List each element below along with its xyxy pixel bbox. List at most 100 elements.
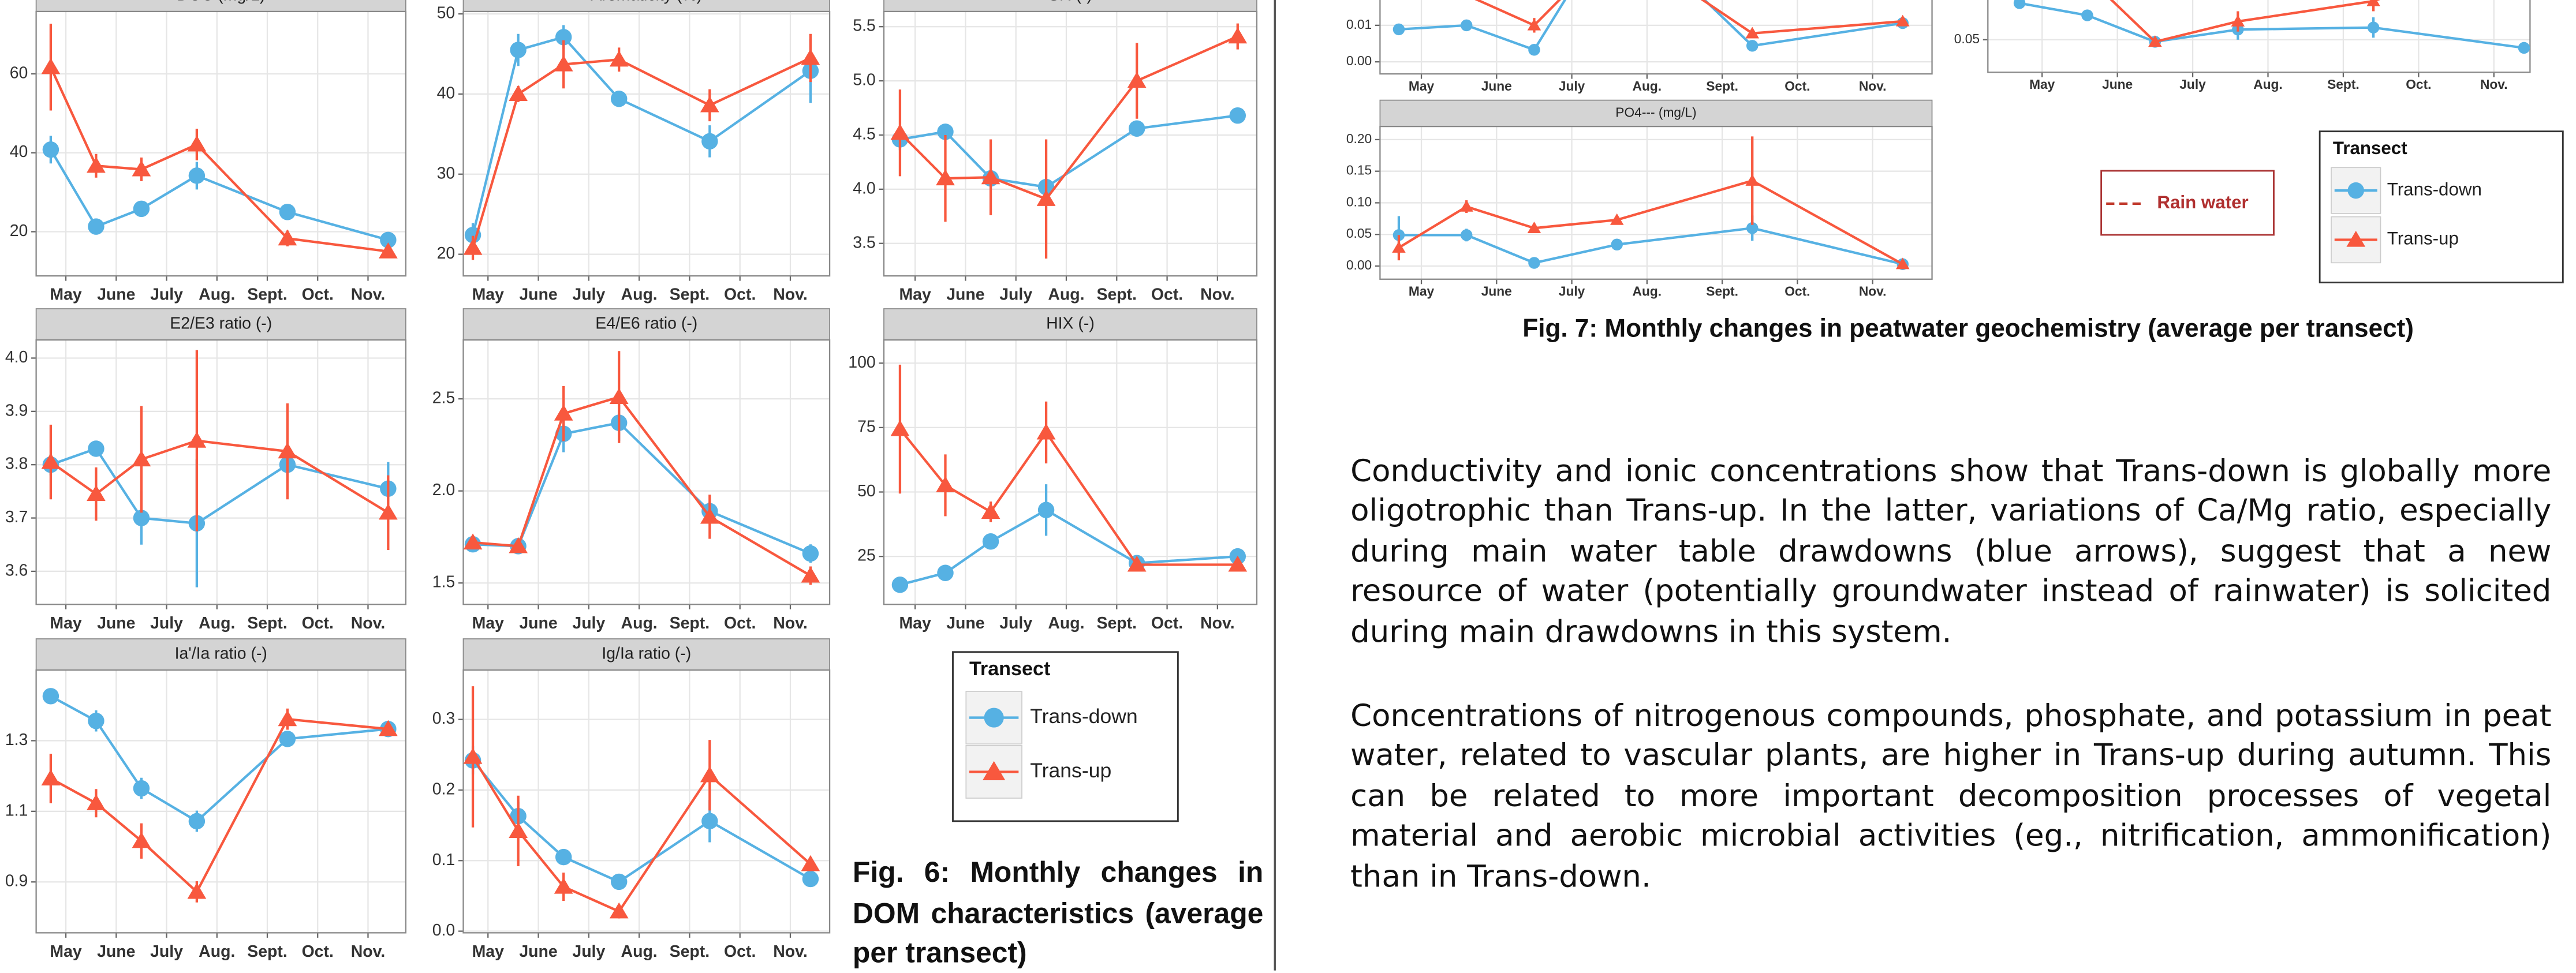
point xyxy=(1528,44,1540,55)
x-tick-label: Nov. xyxy=(1859,284,1887,299)
y-tick-label: 1.5 xyxy=(432,573,456,592)
x-tick-label: Nov. xyxy=(1200,286,1235,304)
x-tick-label: Oct. xyxy=(302,942,334,961)
x-tick-label: Oct. xyxy=(724,286,756,304)
x-tick-label: May xyxy=(50,942,82,961)
point xyxy=(1230,107,1246,124)
point xyxy=(279,204,296,220)
x-tick-label: May xyxy=(50,614,82,633)
y-tick-label: 0.10 xyxy=(1346,194,1372,209)
x-tick-label: June xyxy=(519,942,557,961)
x-tick-label: Aug. xyxy=(1048,286,1084,304)
legend-title: Transect xyxy=(2333,138,2407,158)
x-tick-label: Sept. xyxy=(1706,78,1738,93)
x-tick-label: June xyxy=(946,614,984,633)
point xyxy=(983,533,999,549)
x-tick-label: May xyxy=(2029,77,2055,92)
x-tick-label: Nov. xyxy=(773,286,808,304)
x-tick-label: May xyxy=(1409,284,1435,299)
figure-caption: Fig. 6: Monthly changes in DOM character… xyxy=(853,852,1263,973)
point xyxy=(892,577,908,593)
panel-title: Ig/Ia ratio (-) xyxy=(602,645,691,663)
x-tick-label: Nov. xyxy=(2480,77,2508,92)
x-tick-label: May xyxy=(472,614,505,633)
x-tick-label: Aug. xyxy=(199,614,235,633)
x-tick-label: Oct. xyxy=(1784,284,1810,299)
x-tick-label: Oct. xyxy=(724,614,756,633)
panel-title: PO4--- (mg/L) xyxy=(1615,104,1696,119)
panel-title: Ia'/Ia ratio (-) xyxy=(175,645,267,663)
y-tick-label: 3.9 xyxy=(5,401,28,420)
x-tick-label: Aug. xyxy=(621,614,658,633)
y-tick-label: 0.05 xyxy=(1346,226,1372,241)
x-tick-label: July xyxy=(150,286,183,304)
x-tick-label: Nov. xyxy=(773,942,808,961)
x-tick-label: Nov. xyxy=(351,614,386,633)
plot-area xyxy=(1380,0,1932,74)
point xyxy=(1461,20,1472,31)
y-tick-label: 1.1 xyxy=(5,801,28,819)
x-tick-label: Sept. xyxy=(247,614,288,633)
point xyxy=(701,813,718,829)
plot-area xyxy=(36,340,406,604)
point xyxy=(43,688,59,704)
y-tick-label: 5.0 xyxy=(853,71,876,89)
y-tick-label: 0.15 xyxy=(1346,163,1372,178)
x-tick-label: Nov. xyxy=(351,942,386,961)
point xyxy=(88,440,104,456)
y-tick-label: 2.5 xyxy=(432,389,456,407)
x-tick-label: July xyxy=(1559,284,1585,299)
y-tick-label: 20 xyxy=(437,244,456,263)
x-tick-label: July xyxy=(2179,77,2206,92)
x-tick-label: Oct. xyxy=(302,286,334,304)
point xyxy=(1038,502,1054,518)
point xyxy=(611,91,627,107)
point xyxy=(802,871,819,887)
point xyxy=(133,201,150,217)
panel-title: E4/E6 ratio (-) xyxy=(595,315,697,333)
x-tick-label: June xyxy=(519,286,557,304)
y-tick-label: 0.9 xyxy=(5,872,28,890)
x-tick-label: May xyxy=(472,286,505,304)
x-tick-label: Sept. xyxy=(247,942,288,961)
x-tick-label: July xyxy=(999,614,1032,633)
y-tick-label: 0.01 xyxy=(1346,17,1372,32)
y-tick-label: 0.20 xyxy=(1346,131,1372,146)
legend-label: Trans-up xyxy=(2387,229,2459,249)
x-tick-label: July xyxy=(150,942,183,961)
x-tick-label: Aug. xyxy=(1633,284,1662,299)
point xyxy=(802,545,819,562)
legend-label: Trans-up xyxy=(1030,759,1111,782)
x-tick-label: Oct. xyxy=(302,614,334,633)
point xyxy=(2368,21,2379,33)
legend-label: Trans-down xyxy=(1030,705,1137,728)
point xyxy=(1393,24,1405,35)
y-tick-label: 4.0 xyxy=(5,348,28,366)
x-tick-label: Oct. xyxy=(1151,614,1183,633)
panel-title: DOC (mg/L) xyxy=(177,0,265,4)
y-tick-label: 3.6 xyxy=(5,561,28,579)
y-tick-label: 1.3 xyxy=(5,731,28,749)
x-tick-label: Nov. xyxy=(1200,614,1235,633)
legend-key-marker xyxy=(2348,182,2364,199)
y-tick-label: 20 xyxy=(10,222,28,240)
x-tick-label: Nov. xyxy=(773,614,808,633)
x-tick-label: Aug. xyxy=(621,942,658,961)
x-tick-label: Oct. xyxy=(724,942,756,961)
legend-key-marker xyxy=(984,708,1004,727)
y-tick-label: 0.00 xyxy=(1346,257,1372,272)
point xyxy=(279,731,296,747)
panel-title: HIX (-) xyxy=(1046,315,1095,333)
y-tick-label: 0.3 xyxy=(432,709,456,728)
point xyxy=(1129,120,1145,136)
panel-title: E2/E3 ratio (-) xyxy=(170,315,272,333)
point xyxy=(555,849,572,865)
panel-title: SR (-) xyxy=(1048,0,1092,4)
x-tick-label: May xyxy=(899,286,931,304)
